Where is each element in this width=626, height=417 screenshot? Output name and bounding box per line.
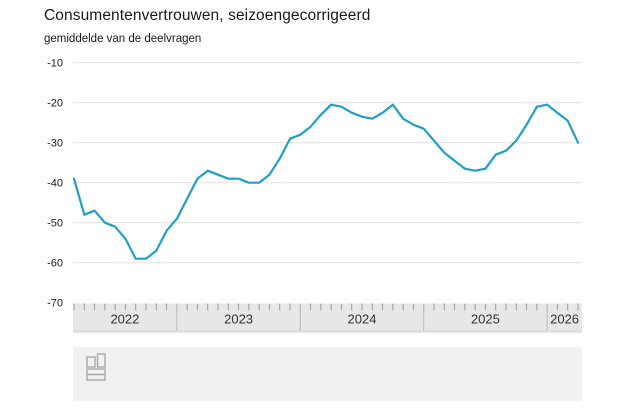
x-axis-band: 2022 2023 2024 2025 2026	[73, 303, 582, 334]
x-axis-year-labels: 2022 2023 2024 2025 2026	[110, 312, 579, 327]
svg-text:2024: 2024	[348, 312, 377, 327]
svg-text:2025: 2025	[471, 312, 500, 327]
svg-text:-30: -30	[47, 138, 63, 150]
y-axis-labels: -10 -20 -30 -40 -50 -60 -70	[47, 58, 63, 310]
chart-subtitle: gemiddelde van de deelvragen	[44, 33, 202, 45]
consumer-confidence-line	[72, 103, 580, 260]
svg-text:-20: -20	[47, 98, 63, 110]
svg-text:-70: -70	[47, 298, 63, 310]
svg-text:2023: 2023	[224, 312, 253, 327]
svg-text:-40: -40	[47, 178, 63, 190]
cbs-logo	[86, 353, 106, 381]
svg-text:2022: 2022	[110, 312, 139, 327]
svg-text:2026: 2026	[550, 312, 579, 327]
y-gridlines	[73, 62, 582, 264]
svg-text:-10: -10	[47, 58, 63, 70]
x-axis-year-separators	[176, 303, 548, 331]
footer-panel	[73, 347, 582, 401]
chart-title: Consumentenvertrouwen, seizoengecorrigee…	[44, 7, 371, 24]
svg-text:-50: -50	[47, 218, 63, 230]
svg-text:-60: -60	[47, 258, 63, 270]
